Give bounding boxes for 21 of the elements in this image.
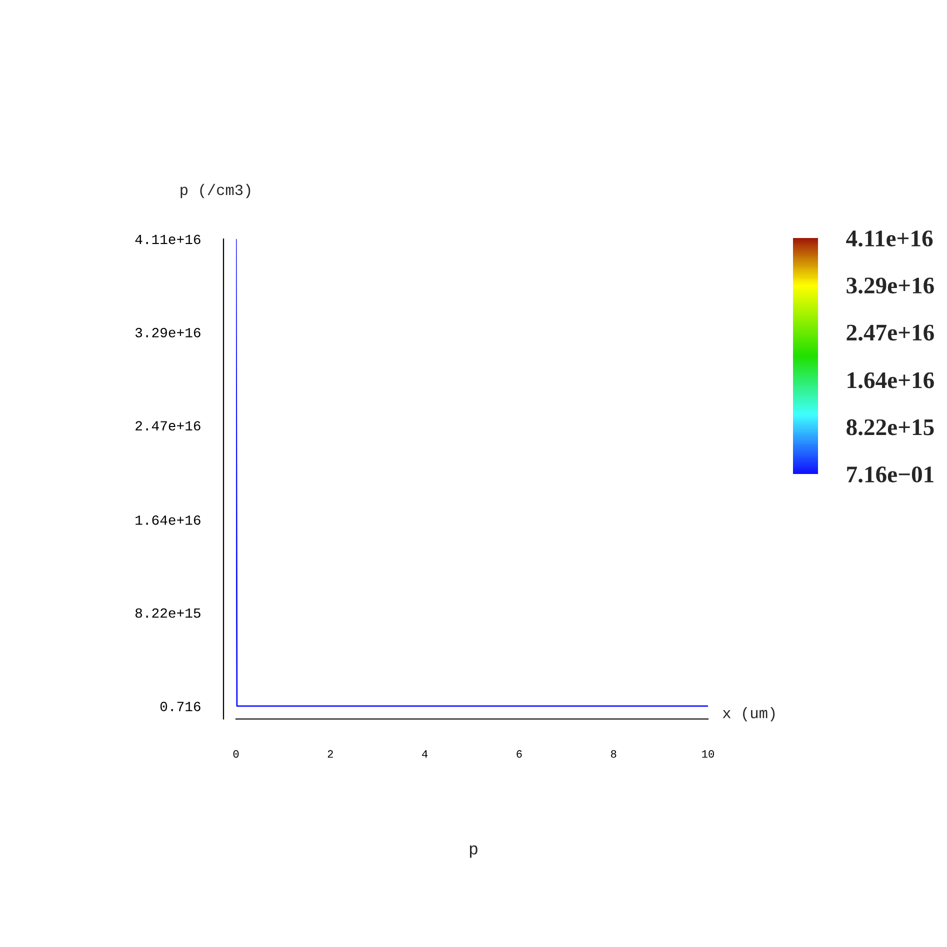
color-bar-label: 7.16e−01 [847,466,934,483]
x-tick-label: 2 [328,750,333,758]
x-tick-label: 6 [516,750,522,758]
x-tick-label: 10 [702,750,714,758]
text: p [470,845,478,858]
color-bar-label: 4.11e+16 [846,230,933,247]
y-tick-label: 8.22e+15 [135,608,200,618]
y-tick-label: 2.47e+16 [136,421,200,431]
x-tick-label: 4 [422,750,428,758]
x-tick-label: 0 [233,750,239,758]
y-tick-label: 1.64e+16 [136,515,200,525]
y-axis-title: p (/cm3) [180,184,250,198]
y-tick-label: 4.11e+16 [135,234,200,244]
y-tick-label: 0.716 [160,702,200,712]
color-bar-label: 2.47e+16 [846,324,934,341]
color-bar-label: 1.64e+16 [848,372,934,388]
color-bar-label: 3.29e+16 [846,278,934,294]
y-tick-label: 3.29e+16 [135,328,200,338]
color-bar-label: 8.22e+15 [846,419,934,436]
x-tick-label: 8 [610,750,616,758]
x-axis-title: x (um) [722,707,775,722]
